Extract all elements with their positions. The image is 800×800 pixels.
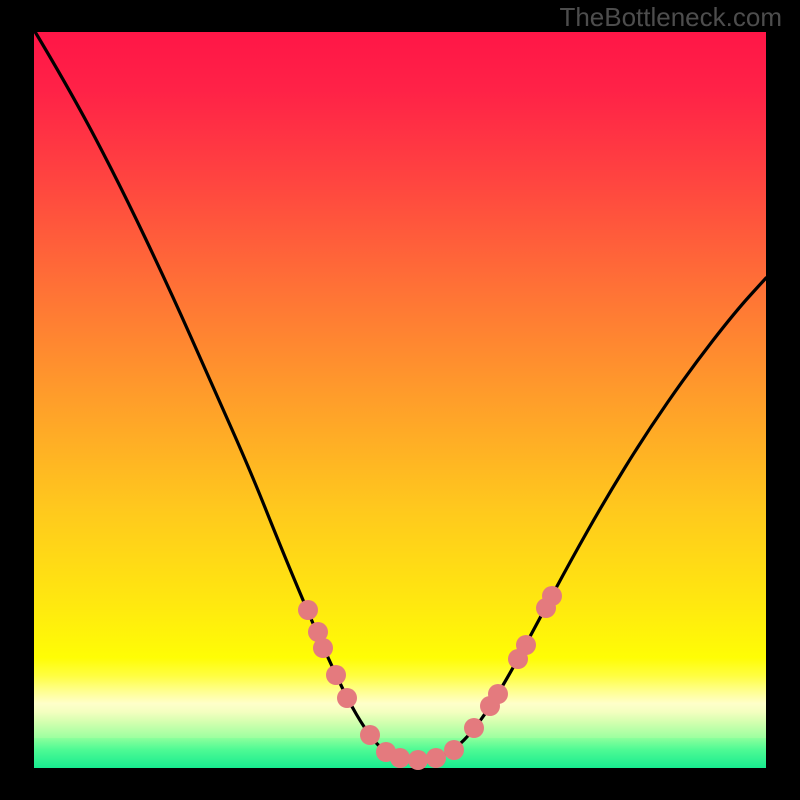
transition-band bbox=[34, 703, 766, 738]
chart-stage: TheBottleneck.com bbox=[0, 0, 800, 800]
green-zone-band bbox=[34, 738, 766, 768]
plot-background bbox=[34, 32, 766, 768]
watermark-text: TheBottleneck.com bbox=[559, 2, 782, 33]
